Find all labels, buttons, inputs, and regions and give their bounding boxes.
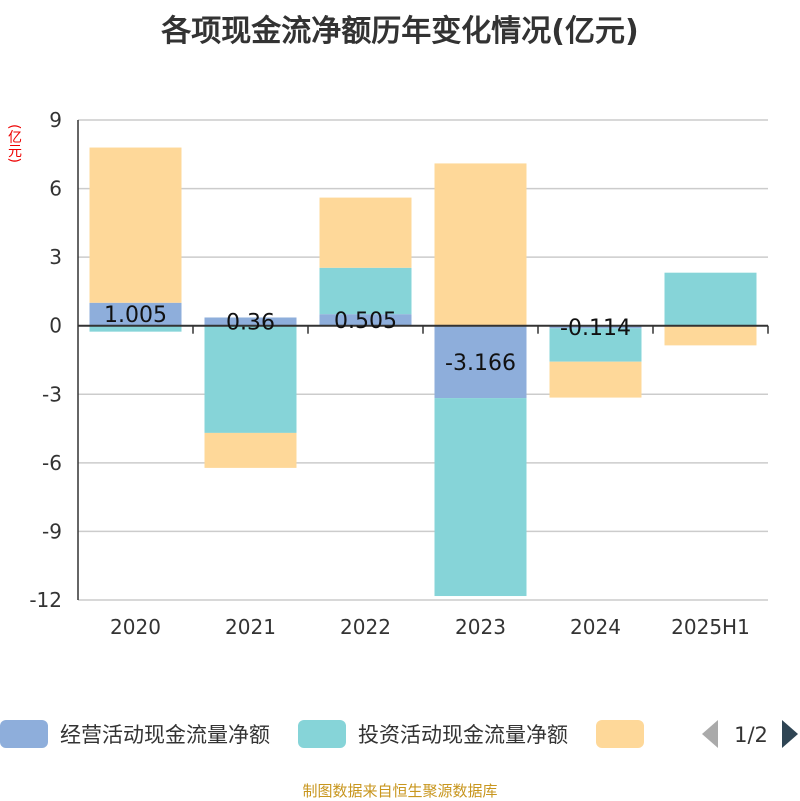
- data-label: 1.005: [104, 303, 167, 328]
- bar-1: [89, 302, 182, 326]
- legend-label: 经营活动现金流量净额: [60, 723, 270, 747]
- y-tick-label: 9: [49, 108, 62, 132]
- data-label: 0.36: [226, 311, 275, 336]
- legend-swatch: [0, 720, 48, 748]
- bar-3: [204, 432, 297, 468]
- bar-2: [434, 398, 527, 597]
- bar-2: [319, 267, 412, 315]
- bar-1: [549, 325, 642, 329]
- x-tick-label: 2023: [455, 615, 506, 639]
- y-tick-label: -3: [42, 382, 62, 406]
- y-tick-label: 0: [49, 314, 62, 338]
- chart-title: 各项现金流净额历年变化情况(亿元): [161, 14, 639, 49]
- legend-pager: 1/2: [734, 723, 768, 747]
- legend-prev-icon[interactable]: [702, 720, 718, 748]
- bar-2: [89, 325, 182, 332]
- bar-2: [664, 272, 757, 326]
- x-tick-label: 2025H1: [671, 615, 750, 639]
- bar-2: [204, 325, 297, 433]
- x-tick-label: 2020: [110, 615, 161, 639]
- x-tick-label: 2024: [570, 615, 621, 639]
- legend-swatch: [596, 720, 644, 748]
- x-tick-label: 2022: [340, 615, 391, 639]
- bar-3: [319, 197, 412, 268]
- bar-3: [434, 163, 527, 326]
- data-label: -3.166: [445, 351, 516, 376]
- y-tick-label: -6: [42, 451, 62, 475]
- y-tick-label: 3: [49, 245, 62, 269]
- bar-3: [89, 147, 182, 303]
- data-label: -0.114: [560, 316, 631, 341]
- source-note: 制图数据来自恒生聚源数据库: [302, 782, 498, 800]
- x-tick-label: 2021: [225, 615, 276, 639]
- bar-3: [664, 326, 757, 346]
- y-axis-label: (亿元): [6, 124, 22, 163]
- bar-1: [319, 314, 412, 326]
- bar-1: [204, 317, 297, 326]
- y-tick-label: -9: [42, 519, 62, 543]
- bar-2: [549, 328, 642, 362]
- legend-label: 投资活动现金流量净额: [358, 723, 568, 747]
- legend-swatch: [298, 720, 346, 748]
- y-tick-label: 6: [49, 177, 62, 201]
- legend-next-icon[interactable]: [782, 720, 798, 748]
- y-tick-label: -12: [29, 588, 62, 612]
- data-label: 0.505: [334, 309, 397, 334]
- bar-1: [434, 325, 527, 399]
- bar-3: [549, 361, 642, 398]
